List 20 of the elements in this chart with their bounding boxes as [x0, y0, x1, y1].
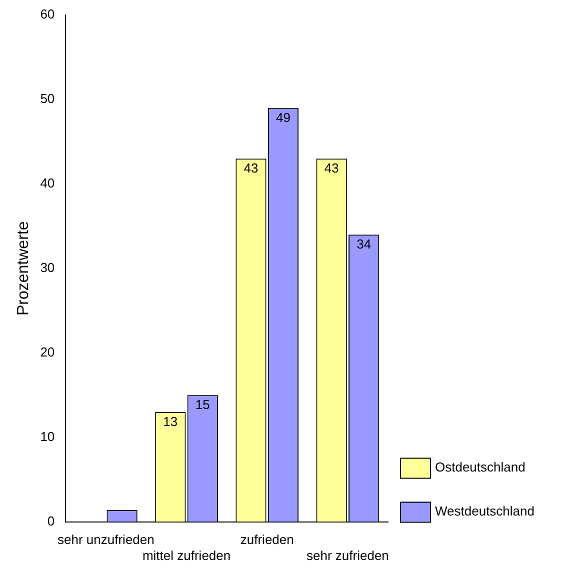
y-tick-label: 20	[40, 344, 55, 360]
y-tick-label: 60	[40, 6, 55, 22]
y-tick-label: 50	[40, 91, 55, 106]
data-label: 43	[244, 160, 258, 176]
y-tick-label: 10	[40, 428, 55, 444]
y-tick-label: 30	[40, 260, 55, 275]
data-label: 15	[195, 397, 210, 412]
data-label: 49	[276, 110, 290, 125]
y-tick-label: 40	[40, 176, 55, 191]
x-tick-label: sehr zufrieden	[306, 548, 389, 563]
x-tick-label: zufrieden	[240, 532, 294, 548]
y-axis-title: Prozentwerte	[15, 221, 32, 316]
data-label: 43	[324, 160, 339, 176]
x-tick-label: sehr unzufrieden	[58, 532, 154, 548]
data-label: 34	[356, 236, 372, 252]
legend-label: Ostdeutschland	[435, 459, 526, 474]
x-tick-label: mittel zufrieden	[142, 548, 231, 563]
data-label: 13	[163, 414, 178, 430]
legend-label: Westdeutschland	[435, 503, 534, 518]
y-tick-label: 0	[47, 513, 55, 528]
